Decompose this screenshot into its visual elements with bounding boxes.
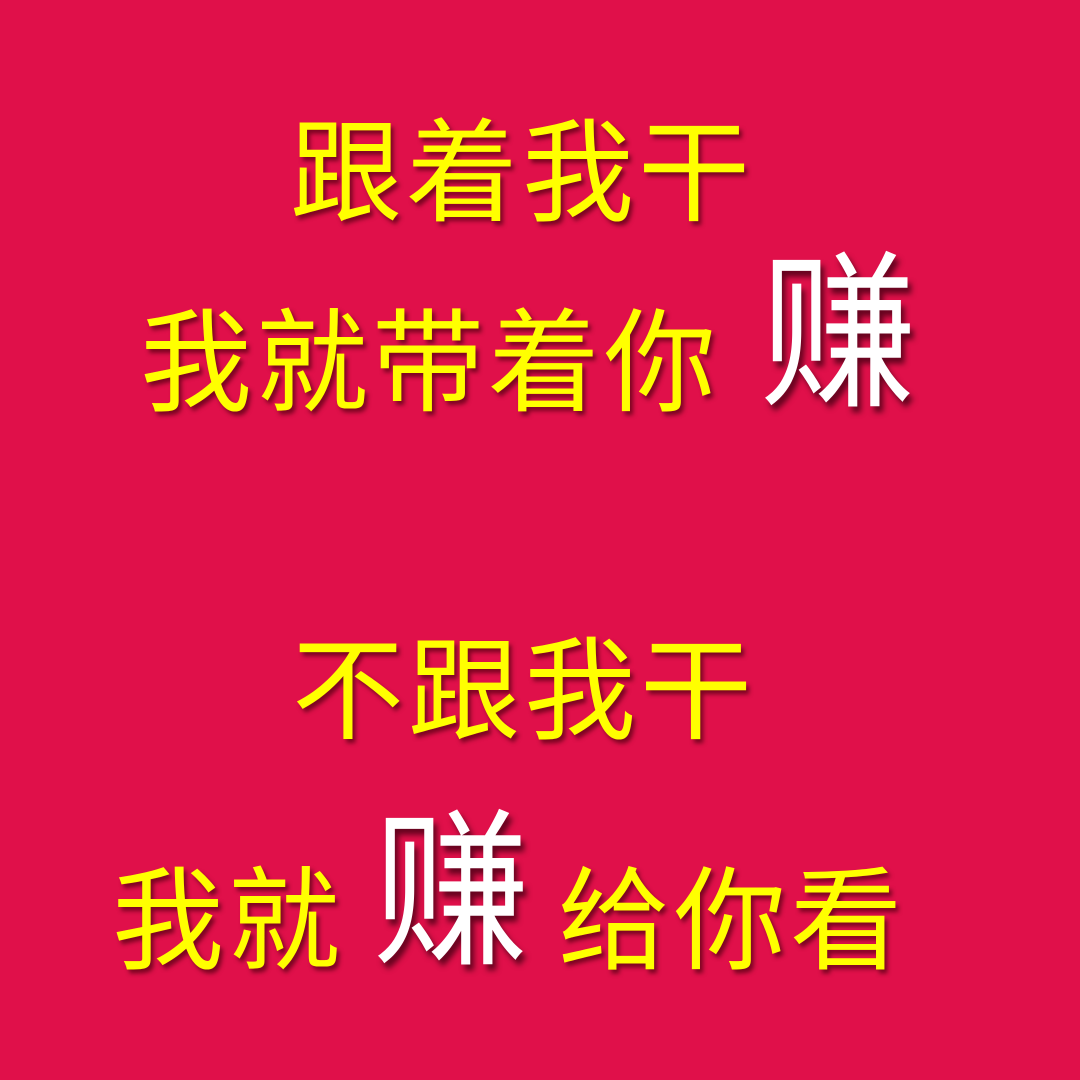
earn-highlight-2: 赚 — [372, 794, 534, 992]
slogan-line-1: 跟着我干 — [290, 118, 754, 230]
slogan-line-3: 不跟我干 — [292, 636, 756, 748]
slogan-line-2: 我就带着你 赚 — [140, 250, 934, 420]
slogan-line-4-text-before: 我就 — [112, 857, 344, 987]
slogan-line-2-text: 我就带着你 — [140, 299, 720, 429]
earn-highlight-1: 赚 — [760, 236, 921, 434]
slogan-line-4-text-after: 给你看 — [558, 857, 907, 987]
slogan-line-4: 我就 赚 给你看 — [112, 808, 906, 978]
slogan-line-1-text: 跟着我干 — [290, 109, 754, 239]
slogan-line-3-text: 不跟我干 — [292, 627, 756, 757]
